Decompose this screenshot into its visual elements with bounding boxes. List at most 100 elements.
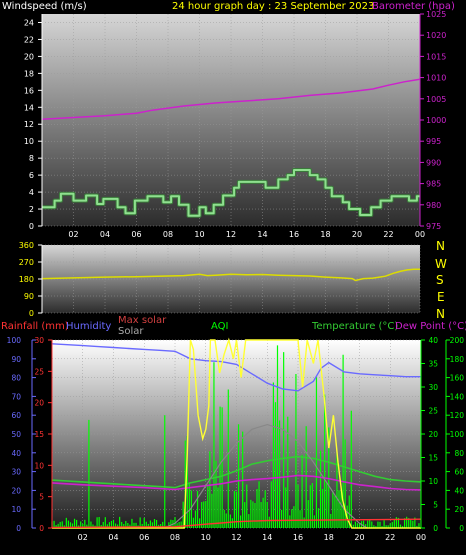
weather-x-tick-label: 22: [385, 533, 395, 542]
temp-tick-label: 15: [428, 454, 438, 463]
humidity-tick-label: 0: [16, 524, 21, 533]
baro-tick-label: 1005: [426, 95, 446, 104]
humidity-tick-label: 60: [11, 411, 21, 420]
wind-tick-label: 22: [24, 35, 34, 44]
rain-tick-label: 15: [34, 430, 44, 439]
wind-x-tick-label: 08: [163, 230, 173, 239]
weather-x-tick-label: 14: [262, 533, 272, 542]
wind-x-tick-label: 12: [226, 230, 236, 239]
baro-tick-label: 1010: [426, 74, 446, 83]
wind-x-tick-label: 14: [257, 230, 267, 239]
rain-tick-label: 5: [39, 493, 44, 502]
wind-tick-label: 18: [24, 69, 34, 78]
weather-x-tick-label: 20: [354, 533, 364, 542]
aqi-tick-label: 20: [454, 505, 464, 514]
bottom-legend: Rainfall (mm) Humidity Max solar Solar A…: [1, 315, 466, 337]
baro-tick-label: 1025: [426, 10, 446, 19]
compass-label-s: S: [436, 273, 444, 287]
weather-x-tick-label: 02: [78, 533, 88, 542]
humidity-tick-label: 10: [11, 505, 21, 514]
aqi-tick-label: 120: [450, 411, 465, 420]
wind-tick-label: 24: [24, 18, 34, 27]
baro-tick-label: 1020: [426, 31, 446, 40]
legend-rainfall: Rainfall (mm): [1, 321, 69, 332]
rain-tick-label: 30: [34, 336, 44, 345]
compass-label-w: W: [435, 257, 447, 271]
dir-tick-label: 360: [19, 241, 34, 250]
compass-label-n-top: N: [436, 239, 445, 253]
wind-speed-line: [42, 169, 420, 217]
compass-label-n-bottom: N: [436, 307, 445, 321]
humidity-tick-label: 20: [11, 486, 21, 495]
wind-x-tick-label: 00: [415, 230, 425, 239]
humidity-tick-label: 90: [11, 355, 21, 364]
rainfall-line: [51, 518, 422, 529]
wind-x-tick-label: 16: [289, 230, 299, 239]
weather-x-tick-label: 04: [108, 533, 118, 542]
rain-tick-label: 10: [34, 461, 44, 470]
wind-x-tick-label: 18: [320, 230, 330, 239]
humidity-tick-label: 80: [11, 374, 21, 383]
temp-tick-label: 25: [428, 407, 438, 416]
wind-tick-label: 12: [24, 120, 34, 129]
wind-tick-label: 14: [24, 103, 34, 112]
humidity-tick-label: 40: [11, 449, 21, 458]
baro-tick-label: 990: [426, 158, 441, 167]
baro-tick-label: 1000: [426, 116, 446, 125]
wind-x-tick-label: 10: [194, 230, 204, 239]
dew-point-line: [51, 474, 422, 491]
wind-direction-line: [41, 268, 420, 282]
legend-temperature: Temperature (°C): [311, 321, 398, 332]
wind-x-tick-label: 06: [131, 230, 141, 239]
aqi-tick-label: 140: [450, 392, 465, 401]
dir-tick-label: 270: [19, 258, 34, 267]
baro-tick-label: 975: [426, 222, 441, 231]
weather-x-tick-label: 12: [231, 533, 241, 542]
aqi-tick-label: 100: [450, 430, 465, 439]
aqi-tick-label: 40: [454, 486, 464, 495]
humidity-tick-label: 50: [11, 430, 21, 439]
compass-labels: N W S E N: [435, 239, 447, 321]
barometer-line: [41, 78, 421, 120]
aqi-tick-label: 80: [454, 449, 464, 458]
wind-x-tick-label: 02: [68, 230, 78, 239]
dir-tick-label: 0: [29, 309, 34, 318]
chart-title: 24 hour graph day : 23 September 2023: [172, 1, 374, 12]
aqi-tick-label: 180: [450, 355, 465, 364]
series-layer: [41, 78, 422, 529]
weather-x-tick-label: 18: [324, 533, 334, 542]
max-solar-line: [163, 423, 368, 529]
dir-tick-label: 180: [19, 275, 34, 284]
temperature-line: [51, 455, 422, 489]
baro-axis-title: Barometer (hpa): [372, 1, 455, 12]
temp-tick-label: 10: [428, 477, 438, 486]
temp-tick-label: 30: [428, 383, 438, 392]
legend-dew-point: Dew Point (°C): [395, 321, 466, 332]
humidity-tick-label: 70: [11, 392, 21, 401]
aqi-tick-label: 160: [450, 374, 465, 383]
weather-x-tick-label: 06: [139, 533, 149, 542]
dir-tick-label: 90: [24, 292, 34, 301]
temp-tick-label: 5: [433, 501, 438, 510]
baro-tick-label: 1015: [426, 52, 446, 61]
axes-layer: 0246810121416182022249759809859909951000…: [7, 10, 465, 542]
wind-tick-label: 20: [24, 52, 34, 61]
legend-humidity: Humidity: [66, 321, 111, 332]
aqi-tick-label: 0: [459, 524, 464, 533]
baro-tick-label: 995: [426, 137, 441, 146]
temp-tick-label: 20: [428, 430, 438, 439]
baro-tick-label: 985: [426, 180, 441, 189]
rain-tick-label: 0: [39, 524, 44, 533]
aqi-tick-label: 200: [450, 336, 465, 345]
wind-tick-label: 0: [29, 222, 34, 231]
weather-x-tick-label: 16: [293, 533, 303, 542]
legend-aqi: AQI: [211, 321, 229, 332]
temp-tick-label: 40: [428, 336, 438, 345]
wind-tick-label: 2: [29, 205, 34, 214]
legend-max-solar: Max solar: [118, 315, 167, 326]
temp-tick-label: 0: [433, 524, 438, 533]
baro-tick-label: 980: [426, 201, 441, 210]
wind-axis-title: Windspeed (m/s): [2, 1, 87, 12]
wind-tick-label: 16: [24, 86, 34, 95]
